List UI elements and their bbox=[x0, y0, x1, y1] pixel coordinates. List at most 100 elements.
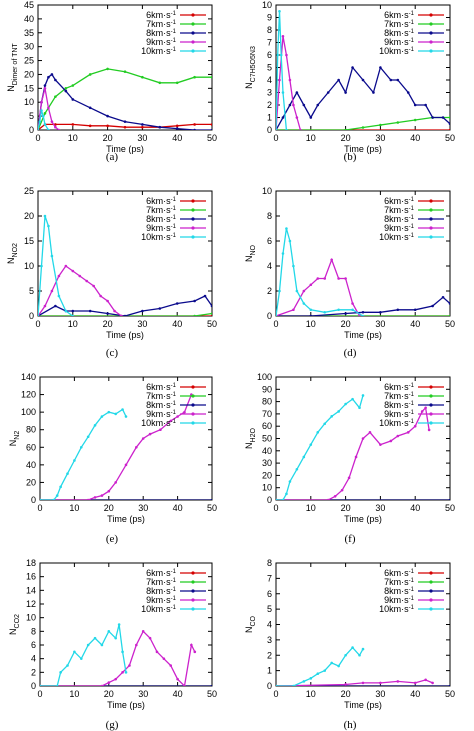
y-tick-label: 3 bbox=[267, 88, 272, 98]
data-point-10km bbox=[93, 424, 97, 427]
data-point-9km bbox=[333, 495, 337, 498]
data-point-10km bbox=[302, 455, 306, 459]
data-point-10km bbox=[66, 472, 69, 475]
data-point-10km bbox=[358, 653, 361, 657]
y-axis-label-sub: C7H5O5N3 bbox=[250, 46, 257, 82]
legend-marker-9km bbox=[191, 598, 195, 602]
data-point-9km bbox=[141, 630, 145, 633]
y-tick-label: 8 bbox=[267, 211, 272, 221]
data-point-7km bbox=[71, 84, 75, 87]
data-point-10km bbox=[344, 402, 347, 406]
legend-label-6km: 6km·s-1 bbox=[384, 568, 414, 578]
legend-marker-6km bbox=[429, 199, 433, 203]
data-point-8km bbox=[175, 302, 179, 305]
x-tick-label: 40 bbox=[173, 689, 183, 699]
data-point-9km bbox=[40, 100, 43, 104]
y-tick-label: 10 bbox=[262, 483, 272, 493]
data-point-10km bbox=[351, 646, 354, 649]
x-tick-label: 10 bbox=[69, 689, 79, 699]
data-point-8km bbox=[203, 294, 207, 298]
data-point-9km bbox=[379, 443, 382, 446]
data-point-10km bbox=[361, 647, 365, 651]
data-point-10km bbox=[55, 684, 59, 686]
y-tick-label: 10 bbox=[262, 186, 272, 196]
data-point-9km bbox=[176, 415, 179, 418]
y-tick-label: 20 bbox=[262, 470, 272, 480]
legend-label-10km: 10km·s-1 bbox=[141, 46, 177, 56]
data-point-8km bbox=[379, 66, 382, 69]
panel-label: (g) bbox=[106, 719, 119, 731]
y-tick-label: 9 bbox=[267, 13, 272, 23]
data-point-9km bbox=[100, 494, 104, 497]
y-axis-label-main: N bbox=[244, 82, 254, 89]
y-tick-label: 30 bbox=[24, 42, 34, 52]
y-tick-label: 100 bbox=[21, 407, 36, 417]
legend-marker-10km bbox=[191, 49, 195, 53]
data-point-8km bbox=[141, 123, 144, 126]
series-line-9km bbox=[276, 257, 361, 316]
data-point-10km bbox=[330, 661, 333, 665]
chart-3: 0 10 20 30 40 50 0 5 10 15 20 25 Time (ps) NNO2 (c) 6km… bbox=[6, 186, 217, 359]
data-point-10km bbox=[276, 128, 278, 130]
data-point-9km bbox=[361, 437, 365, 440]
data-point-8km bbox=[193, 299, 196, 303]
data-point-8km bbox=[413, 103, 417, 107]
data-point-10km bbox=[276, 314, 278, 316]
y-tick-label: 10 bbox=[24, 261, 34, 271]
data-point-8km bbox=[361, 310, 365, 314]
y-tick-label: 2 bbox=[267, 650, 272, 660]
data-point-9km bbox=[302, 289, 306, 293]
data-point-7km bbox=[413, 118, 417, 122]
data-point-10km bbox=[52, 498, 56, 500]
data-point-9km bbox=[176, 677, 179, 681]
data-point-10km bbox=[295, 467, 299, 471]
legend-marker-7km bbox=[429, 208, 433, 212]
y-axis-label-sub: H2O bbox=[250, 428, 257, 443]
legend-label-10km: 10km·s-1 bbox=[379, 418, 415, 428]
data-point-9km bbox=[326, 498, 330, 500]
data-point-9km bbox=[121, 671, 124, 674]
data-point-9km bbox=[124, 463, 128, 467]
data-point-10km bbox=[281, 252, 285, 255]
legend-label-8km: 8km·s-1 bbox=[146, 28, 176, 38]
panel-label: (a) bbox=[106, 151, 119, 163]
y-tick-label: 10 bbox=[262, 0, 272, 10]
y-tick-label: 0 bbox=[267, 495, 272, 505]
y-tick-label: 10 bbox=[24, 97, 34, 107]
data-point-9km bbox=[100, 684, 104, 686]
panel-label: (b) bbox=[344, 151, 357, 163]
data-point-10km bbox=[100, 643, 104, 647]
legend-label-7km: 7km·s-1 bbox=[384, 205, 414, 215]
legend-marker-7km bbox=[191, 394, 195, 398]
y-axis-label: NDimer of TNT bbox=[6, 43, 19, 92]
data-point-8km bbox=[158, 125, 162, 129]
x-tick-label: 0 bbox=[35, 133, 40, 143]
data-point-8km bbox=[43, 84, 47, 87]
y-tick-label: 60 bbox=[26, 442, 36, 452]
data-point-9km bbox=[295, 116, 299, 119]
legend-label-9km: 9km·s-1 bbox=[384, 37, 414, 47]
data-point-6km bbox=[193, 123, 196, 126]
legend-label-7km: 7km·s-1 bbox=[384, 19, 414, 29]
data-point-9km bbox=[316, 277, 320, 280]
y-tick-label: 80 bbox=[26, 425, 36, 435]
data-point-9km bbox=[43, 87, 47, 90]
y-axis-label-sub: CO2 bbox=[14, 614, 21, 629]
data-point-9km bbox=[141, 437, 145, 440]
legend-label-10km: 10km·s-1 bbox=[141, 604, 177, 614]
x-tick-label: 50 bbox=[445, 319, 455, 329]
data-point-10km bbox=[40, 264, 43, 268]
legend-label-6km: 6km·s-1 bbox=[384, 196, 414, 206]
data-point-10km bbox=[79, 657, 83, 660]
data-point-6km bbox=[448, 128, 450, 130]
x-tick-label: 30 bbox=[138, 689, 148, 699]
data-point-10km bbox=[281, 498, 285, 500]
data-point-10km bbox=[41, 114, 45, 118]
y-tick-label: 0 bbox=[31, 495, 36, 505]
data-point-8km bbox=[210, 128, 212, 130]
data-point-10km bbox=[100, 415, 104, 418]
legend-label-9km: 9km·s-1 bbox=[146, 223, 176, 233]
legend-marker-8km bbox=[191, 31, 195, 35]
